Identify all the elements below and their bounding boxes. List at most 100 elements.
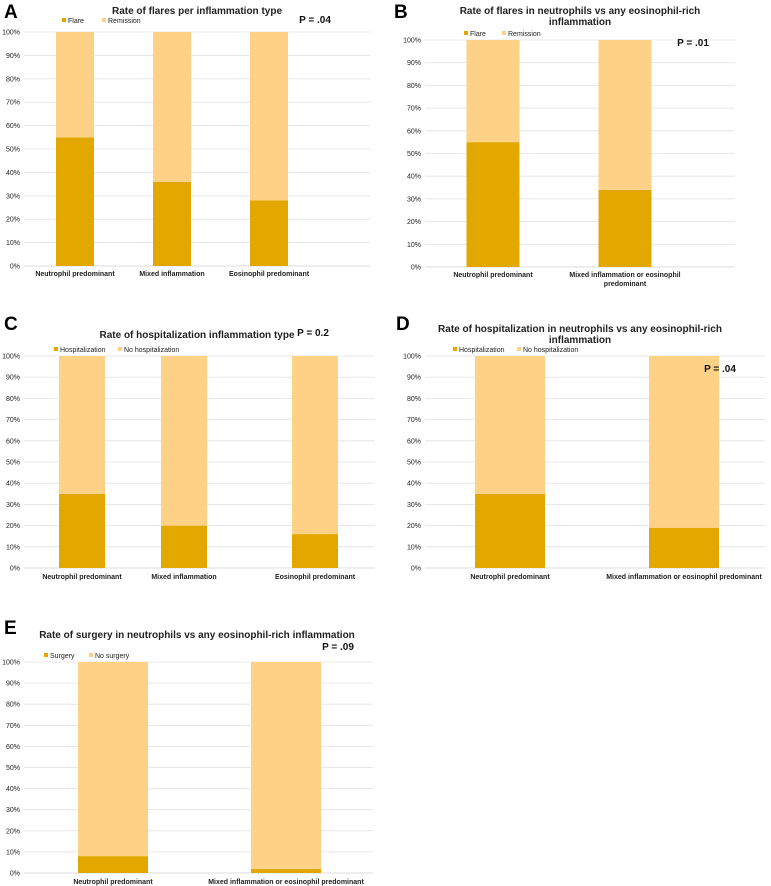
panel-c-p-value: P = 0.2	[297, 328, 329, 339]
panel-c-bar-upper-1	[59, 356, 105, 494]
panel-e-legend-label-2: No surgery	[95, 653, 130, 660]
panel-c-y-tick-1: 10%	[6, 544, 20, 551]
panel-d-y-tick-1: 10%	[407, 544, 421, 551]
panel-e-bar-lower-1	[78, 856, 148, 873]
panel-d-y-tick-0: 0%	[411, 566, 421, 573]
panel-b-bar-upper-1	[466, 40, 520, 143]
panel-a-legend-label-2: Remission	[108, 18, 141, 25]
panel-b-legend-label-2: Remission	[508, 31, 541, 38]
panel-b-category-label-2-line-1: Mixed inflammation or eosinophil	[569, 272, 680, 279]
panel-d-bar-upper-1	[475, 356, 545, 494]
panel-c-category-label-2: Mixed inflammation	[151, 574, 216, 581]
panel-e-y-tick-9: 90%	[6, 681, 20, 688]
panel-d-legend-swatch-2	[517, 347, 521, 351]
panel-b-p-value: P = .01	[677, 38, 709, 49]
panel-b-title-line-1: Rate of flares in neutrophils vs any eos…	[460, 6, 701, 17]
panel-a-y-tick-5: 50%	[6, 147, 20, 154]
panel-c-letter: C	[4, 314, 18, 335]
panel-b-legend-swatch-1	[464, 31, 468, 35]
panel-b-y-tick-5: 50%	[407, 151, 421, 158]
panel-a-bar-lower-1	[56, 137, 94, 266]
panel-d-p-value: P = .04	[704, 364, 736, 375]
panel-e-title-line-1: Rate of surgery in neutrophils vs any eo…	[39, 630, 355, 641]
panel-c-y-tick-10: 100%	[2, 354, 20, 361]
panel-c-y-tick-3: 30%	[6, 502, 20, 509]
panel-e-legend-swatch-1	[44, 653, 48, 657]
panel-c-legend-label-1: Hospitalization	[60, 347, 106, 354]
panel-b-y-tick-0: 0%	[411, 265, 421, 272]
panel-b-legend-label-1: Flare	[470, 31, 486, 38]
panel-a-y-tick-0: 0%	[10, 264, 20, 271]
panel-a-bar-upper-2	[153, 32, 191, 182]
panel-c-y-tick-8: 80%	[6, 396, 20, 403]
panel-d-category-label-1: Neutrophil predominant	[470, 574, 550, 581]
panel-a-category-label-3: Eosinophil predominant	[229, 271, 310, 278]
panel-c-category-label-1: Neutrophil predominant	[42, 574, 122, 581]
panel-b-bar-lower-1	[466, 142, 520, 267]
panel-e-y-tick-5: 50%	[6, 765, 20, 772]
panel-c-y-tick-7: 70%	[6, 417, 20, 424]
panel-d-legend-label-1: Hospitalization	[459, 347, 505, 354]
panel-a-y-tick-2: 20%	[6, 217, 20, 224]
panel-a-bar-upper-3	[250, 32, 288, 201]
panel-a-y-tick-4: 40%	[6, 170, 20, 177]
panel-c-title-line-1: Rate of hospitalization inflammation typ…	[99, 330, 294, 341]
panel-c-y-tick-0: 0%	[10, 566, 20, 573]
panel-e-y-tick-8: 80%	[6, 702, 20, 709]
panel-d-y-tick-4: 40%	[407, 481, 421, 488]
panel-d-bar-lower-1	[475, 493, 545, 568]
panel-d-title-line-2: inflammation	[549, 335, 611, 346]
panel-c-legend-swatch-2	[118, 347, 122, 351]
panel-b-y-tick-2: 20%	[407, 219, 421, 226]
panel-d-y-tick-6: 60%	[407, 438, 421, 445]
panel-d-y-tick-8: 80%	[407, 396, 421, 403]
panel-d-legend-swatch-1	[453, 347, 457, 351]
panel-e-y-tick-3: 30%	[6, 807, 20, 814]
panel-b-y-tick-8: 80%	[407, 83, 421, 90]
panel-e-y-tick-7: 70%	[6, 723, 20, 730]
panel-d-legend-label-2: No hospitalization	[523, 347, 578, 354]
panel-a-bar-lower-2	[153, 181, 191, 266]
panel-e-category-label-1: Neutrophil predominant	[73, 879, 153, 886]
panel-c-bar-upper-3	[292, 356, 338, 535]
panel-d-y-tick-7: 70%	[407, 417, 421, 424]
panel-d-y-tick-9: 90%	[407, 375, 421, 382]
panel-a-category-label-1: Neutrophil predominant	[35, 271, 115, 278]
panel-c-y-tick-9: 90%	[6, 375, 20, 382]
panel-c-y-tick-4: 40%	[6, 481, 20, 488]
panel-a-letter: A	[4, 2, 18, 23]
panel-b-y-tick-7: 70%	[407, 106, 421, 113]
panel-a-y-tick-1: 10%	[6, 240, 20, 247]
panel-d-title-line-1: Rate of hospitalization in neutrophils v…	[438, 324, 722, 335]
panel-e-bar-upper-1	[78, 662, 148, 857]
panel-c-category-label-3: Eosinophil predominant	[275, 574, 356, 581]
panel-d-y-tick-5: 50%	[407, 460, 421, 467]
panel-e-legend-swatch-2	[89, 653, 93, 657]
panel-a-legend-swatch-2	[102, 18, 106, 22]
panel-a-legend-swatch-1	[62, 18, 66, 22]
panel-d-bar-lower-2	[649, 527, 719, 568]
panel-a-y-tick-9: 90%	[6, 53, 20, 60]
panel-d-y-tick-10: 100%	[403, 354, 421, 361]
panel-d-y-tick-3: 30%	[407, 502, 421, 509]
panel-d-bar-upper-2	[649, 356, 719, 528]
panel-b-y-tick-1: 10%	[407, 242, 421, 249]
panel-e-p-value: P = .09	[322, 642, 354, 653]
panel-e-y-tick-0: 0%	[10, 871, 20, 878]
panel-a-p-value: P = .04	[299, 15, 331, 26]
panel-a-title-line-1: Rate of flares per inflammation type	[112, 6, 282, 17]
panel-a-y-tick-10: 100%	[2, 30, 20, 37]
panel-c-y-tick-2: 20%	[6, 523, 20, 530]
panel-d-category-label-2: Mixed inflammation or eosinophil predomi…	[606, 574, 762, 581]
panel-e-y-tick-4: 40%	[6, 786, 20, 793]
panel-b-bar-upper-2	[598, 40, 652, 190]
panel-b-y-tick-6: 60%	[407, 128, 421, 135]
panel-c-legend-swatch-1	[54, 347, 58, 351]
panel-a-legend-label-1: Flare	[68, 18, 84, 25]
panel-c-bar-lower-1	[59, 493, 105, 568]
panel-b-title-line-2: inflammation	[549, 17, 611, 28]
panel-b-bar-lower-2	[598, 189, 652, 267]
panel-b-category-label-2-line-2: predominant	[604, 281, 647, 288]
panel-a-category-label-2: Mixed inflammation	[139, 271, 204, 278]
